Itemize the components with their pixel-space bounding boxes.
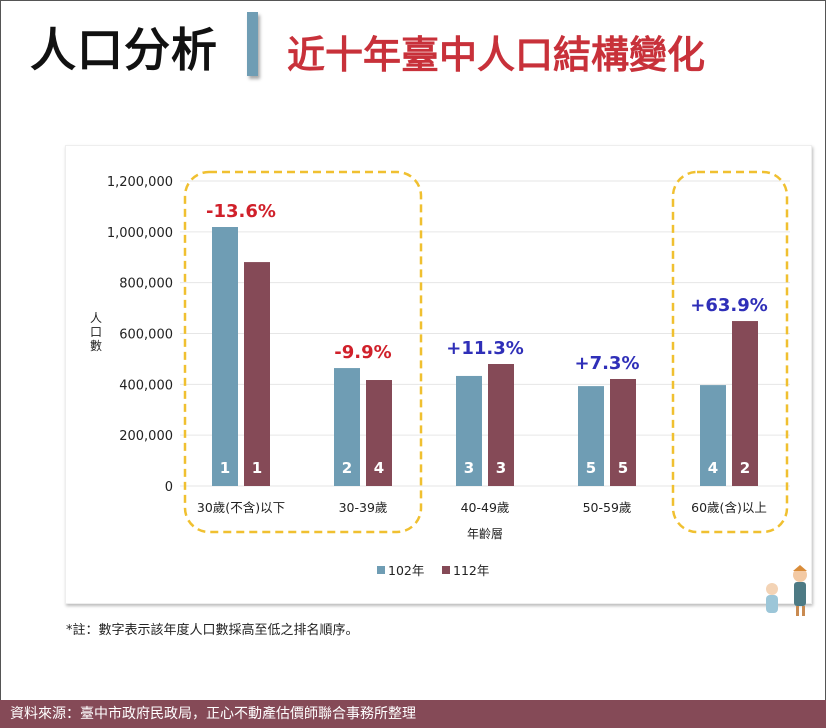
highlight-box <box>671 170 789 534</box>
footnote: *註：數字表示該年度人口數採高至低之排名順序。 <box>66 623 359 638</box>
x-tick-label: 30歲(不含)以下 <box>197 500 285 515</box>
bar-112年 <box>732 321 758 486</box>
change-label: +63.9% <box>690 295 768 316</box>
change-label: -9.9% <box>334 342 391 363</box>
x-tick-label: 40-49歲 <box>461 500 510 515</box>
bar-102年 <box>700 385 726 486</box>
bar-112年 <box>488 364 514 486</box>
rank-label: 3 <box>464 459 474 477</box>
legend-label: 102年 <box>388 563 424 578</box>
rank-label: 3 <box>496 459 506 477</box>
y-tick-label: 0 <box>165 480 173 495</box>
y-axis-label: 人口數 <box>90 311 102 353</box>
people-illustration <box>758 565 818 624</box>
highlight-box <box>183 170 423 534</box>
title-divider <box>247 12 258 76</box>
change-label: +11.3% <box>446 338 524 359</box>
change-label: -13.6% <box>206 201 276 222</box>
rank-label: 2 <box>342 459 352 477</box>
change-label: +7.3% <box>574 353 639 374</box>
rank-label: 2 <box>740 459 750 477</box>
rank-label: 5 <box>618 459 628 477</box>
bar-102年 <box>334 368 360 486</box>
source-footer: 資料來源：臺中市政府民政局，正心不動產估價師聯合事務所整理 <box>0 700 826 728</box>
rank-label: 4 <box>374 459 384 477</box>
rank-label: 1 <box>220 459 230 477</box>
rank-label: 1 <box>252 459 262 477</box>
x-tick-label: 50-59歲 <box>583 500 632 515</box>
x-tick-label: 60歲(含)以上 <box>691 500 767 515</box>
legend-label: 112年 <box>453 563 489 578</box>
bar-102年 <box>212 227 238 487</box>
y-tick-label: 200,000 <box>119 429 173 444</box>
y-tick-label: 1,200,000 <box>107 175 173 190</box>
page-title: 人口分析 <box>30 23 218 77</box>
legend-swatch <box>377 566 385 574</box>
rank-label: 5 <box>586 459 596 477</box>
bar-102年 <box>578 386 604 486</box>
bar-112年 <box>244 262 270 486</box>
bar-112年 <box>366 380 392 486</box>
chart-card <box>65 145 812 604</box>
x-axis-label: 年齡層 <box>467 527 503 541</box>
page-subtitle: 近十年臺中人口結構變化 <box>287 33 706 77</box>
bar-112年 <box>610 378 636 486</box>
bar-102年 <box>456 375 482 486</box>
x-tick-label: 30-39歲 <box>339 500 388 515</box>
rank-label: 4 <box>708 459 718 477</box>
legend-swatch <box>442 566 450 574</box>
y-tick-label: 400,000 <box>119 378 173 393</box>
y-tick-label: 1,000,000 <box>107 226 173 241</box>
y-tick-label: 600,000 <box>119 328 173 343</box>
y-tick-label: 800,000 <box>119 277 173 292</box>
